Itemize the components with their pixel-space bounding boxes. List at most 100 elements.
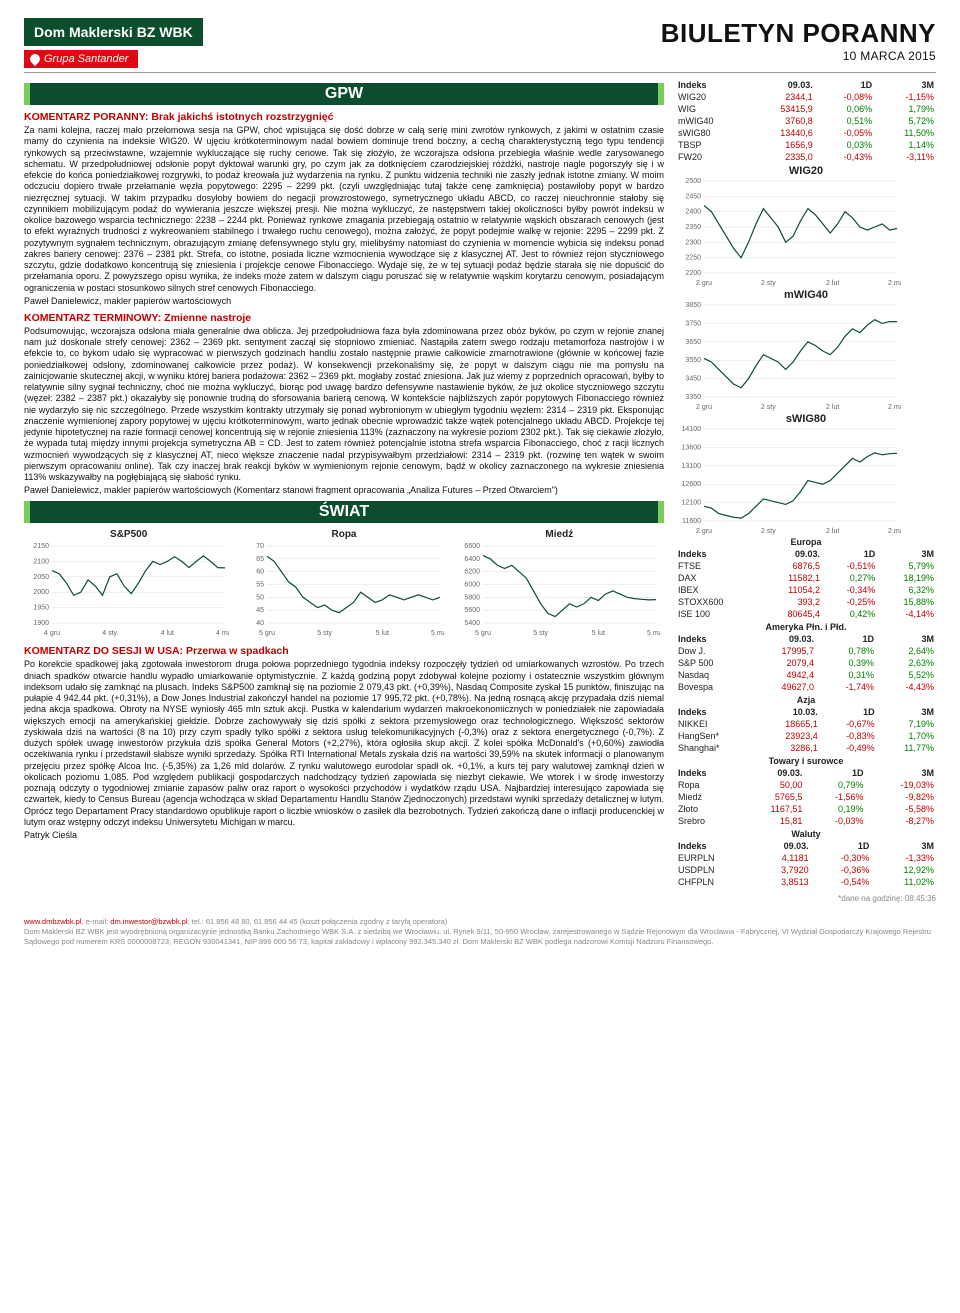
world-cell: 4942,4: [749, 669, 816, 681]
idx-cell: FW20: [676, 151, 748, 163]
right-chart-title: WIG20: [676, 165, 936, 177]
idx-cell: -0,05%: [815, 127, 874, 139]
idx-cell: 13440,6: [748, 127, 815, 139]
idx-head-cell: 3M: [874, 79, 936, 91]
right-charts: WIG2022002250230023502400245025002 gru2 …: [676, 165, 936, 535]
world-head-cell: Indeks: [676, 840, 752, 852]
world-cell: STOXX600: [676, 596, 760, 608]
world-row: Ropa50,000,79%-19,03%: [676, 779, 936, 791]
footer-email[interactable]: dm.inwestor@bzwbk.pl: [110, 917, 187, 926]
svg-text:6600: 6600: [464, 543, 480, 550]
world-cell: Srebro: [676, 815, 737, 827]
svg-text:2 lut: 2 lut: [826, 280, 839, 287]
idx-table: Indeks09.03.1D3M WIG202344,1-0,08%-1,15%…: [676, 79, 936, 163]
svg-text:2200: 2200: [685, 270, 701, 277]
world-head-cell: 3M: [877, 548, 936, 560]
svg-text:1950: 1950: [33, 605, 49, 612]
svg-text:3650: 3650: [685, 339, 701, 346]
world-cell: DAX: [676, 572, 760, 584]
article3-text: Po korekcie spadkowej jaką zgotowała inw…: [24, 659, 664, 828]
region-label: Azja: [676, 693, 936, 706]
svg-text:2 gru: 2 gru: [696, 404, 712, 411]
section-swiat: ŚWIAT: [24, 501, 664, 523]
article3-heading: KOMENTARZ DO SESJI W USA: Przerwa w spad…: [24, 645, 664, 657]
world-cell: Ropa: [676, 779, 737, 791]
svg-text:2 mar: 2 mar: [888, 528, 901, 535]
svg-text:13100: 13100: [682, 463, 702, 470]
svg-text:3550: 3550: [685, 357, 701, 364]
world-head-cell: Indeks: [676, 633, 749, 645]
svg-text:4 mar: 4 mar: [216, 630, 229, 637]
svg-text:3850: 3850: [685, 302, 701, 309]
world-cell: 6876,5: [760, 560, 822, 572]
world-cell: EURPLN: [676, 852, 752, 864]
idx-cell: 0,06%: [815, 103, 874, 115]
world-cell: 0,78%: [816, 645, 876, 657]
footnote: *dane na godzinę: 08:45:36: [676, 894, 936, 903]
article2-sig: Paweł Danielewicz, makler papierów warto…: [24, 485, 664, 495]
logo-sub-text: Grupa Santander: [44, 53, 128, 65]
right-chart-sWIG80: sWIG801160012100126001310013600141002 gr…: [676, 413, 936, 535]
bulletin-date: 10 MARCA 2015: [661, 49, 936, 63]
idx-head-cell: 1D: [815, 79, 874, 91]
svg-text:5800: 5800: [464, 595, 480, 602]
world-cell: -0,67%: [820, 718, 877, 730]
world-head-cell: 1D: [822, 548, 877, 560]
world-cell: Dow J.: [676, 645, 749, 657]
svg-text:1900: 1900: [33, 620, 49, 627]
world-row: Miedź5765,5-1,56%-9,82%: [676, 791, 936, 803]
svg-text:5 gru: 5 gru: [475, 630, 491, 637]
world-cell: -8,27%: [865, 815, 936, 827]
article2-text: Podsumowując, wczorajsza odsłona miała g…: [24, 326, 664, 484]
world-head-cell: 09.03.: [737, 767, 804, 779]
world-row: Srebro15,81-0,03%-8,27%: [676, 815, 936, 827]
article3-body: Po korekcie spadkowej jaką zgotowała inw…: [24, 659, 664, 828]
idx-cell: 0,51%: [815, 115, 874, 127]
right-chart-WIG20: WIG2022002250230023502400245025002 gru2 …: [676, 165, 936, 287]
world-cell: 80645,4: [760, 608, 822, 620]
world-cell: -4,14%: [877, 608, 936, 620]
footer-url[interactable]: www.dmbzwbk.pl: [24, 917, 82, 926]
world-cell: 18665,1: [756, 718, 820, 730]
svg-text:2350: 2350: [685, 224, 701, 231]
world-cell: -9,82%: [865, 791, 936, 803]
right-chart-svg: 1160012100126001310013600141002 gru2 sty…: [676, 425, 936, 535]
svg-text:3750: 3750: [685, 320, 701, 327]
world-cell: 23923,4: [756, 730, 820, 742]
world-row: Złoto1167,510,19%-5,58%: [676, 803, 936, 815]
right-chart-svg: 22002250230023502400245025002 gru2 sty2 …: [676, 177, 936, 287]
world-head-cell: 09.03.: [749, 633, 816, 645]
svg-text:70: 70: [257, 543, 265, 550]
world-cell: -1,56%: [804, 791, 865, 803]
world-head-cell: 09.03.: [760, 548, 822, 560]
world-cell: 49627,0: [749, 681, 816, 693]
article2-heading: KOMENTARZ TERMINOWY: Zmienne nastroje: [24, 312, 664, 324]
world-cell: USDPLN: [676, 864, 752, 876]
world-cell: 6,32%: [877, 584, 936, 596]
chart-sp500-title: S&P500: [24, 529, 233, 540]
region-label: Ameryka Płn. i Płd.: [676, 620, 936, 633]
world-cell: 5,52%: [876, 669, 936, 681]
svg-text:40: 40: [257, 620, 265, 627]
world-row: HangSen*23923,4-0,83%1,70%: [676, 730, 936, 742]
world-cell: -0,34%: [822, 584, 877, 596]
chart-sp500: S&P500 1900195020002050210021504 gru4 st…: [24, 529, 233, 637]
world-head-cell: 3M: [877, 706, 936, 718]
world-row: Nasdaq4942,40,31%5,52%: [676, 669, 936, 681]
world-cell: CHFPLN: [676, 876, 752, 888]
world-cell: -0,25%: [822, 596, 877, 608]
svg-text:2000: 2000: [33, 589, 49, 596]
section-gpw: GPW: [24, 83, 664, 105]
svg-text:13600: 13600: [682, 444, 702, 451]
svg-text:11600: 11600: [682, 518, 701, 525]
svg-text:5 gru: 5 gru: [259, 630, 275, 637]
idx-cell: 1,79%: [874, 103, 936, 115]
world-cell: 1167,51: [737, 803, 804, 815]
svg-text:2 mar: 2 mar: [888, 404, 901, 411]
world-cell: 2,63%: [876, 657, 936, 669]
world-cell: -4,43%: [876, 681, 936, 693]
world-head-cell: 3M: [871, 840, 936, 852]
article2-body: Podsumowując, wczorajsza odsłona miała g…: [24, 326, 664, 484]
world-row: USDPLN3,7920-0,36%12,92%: [676, 864, 936, 876]
world-head-cell: 10.03.: [756, 706, 820, 718]
